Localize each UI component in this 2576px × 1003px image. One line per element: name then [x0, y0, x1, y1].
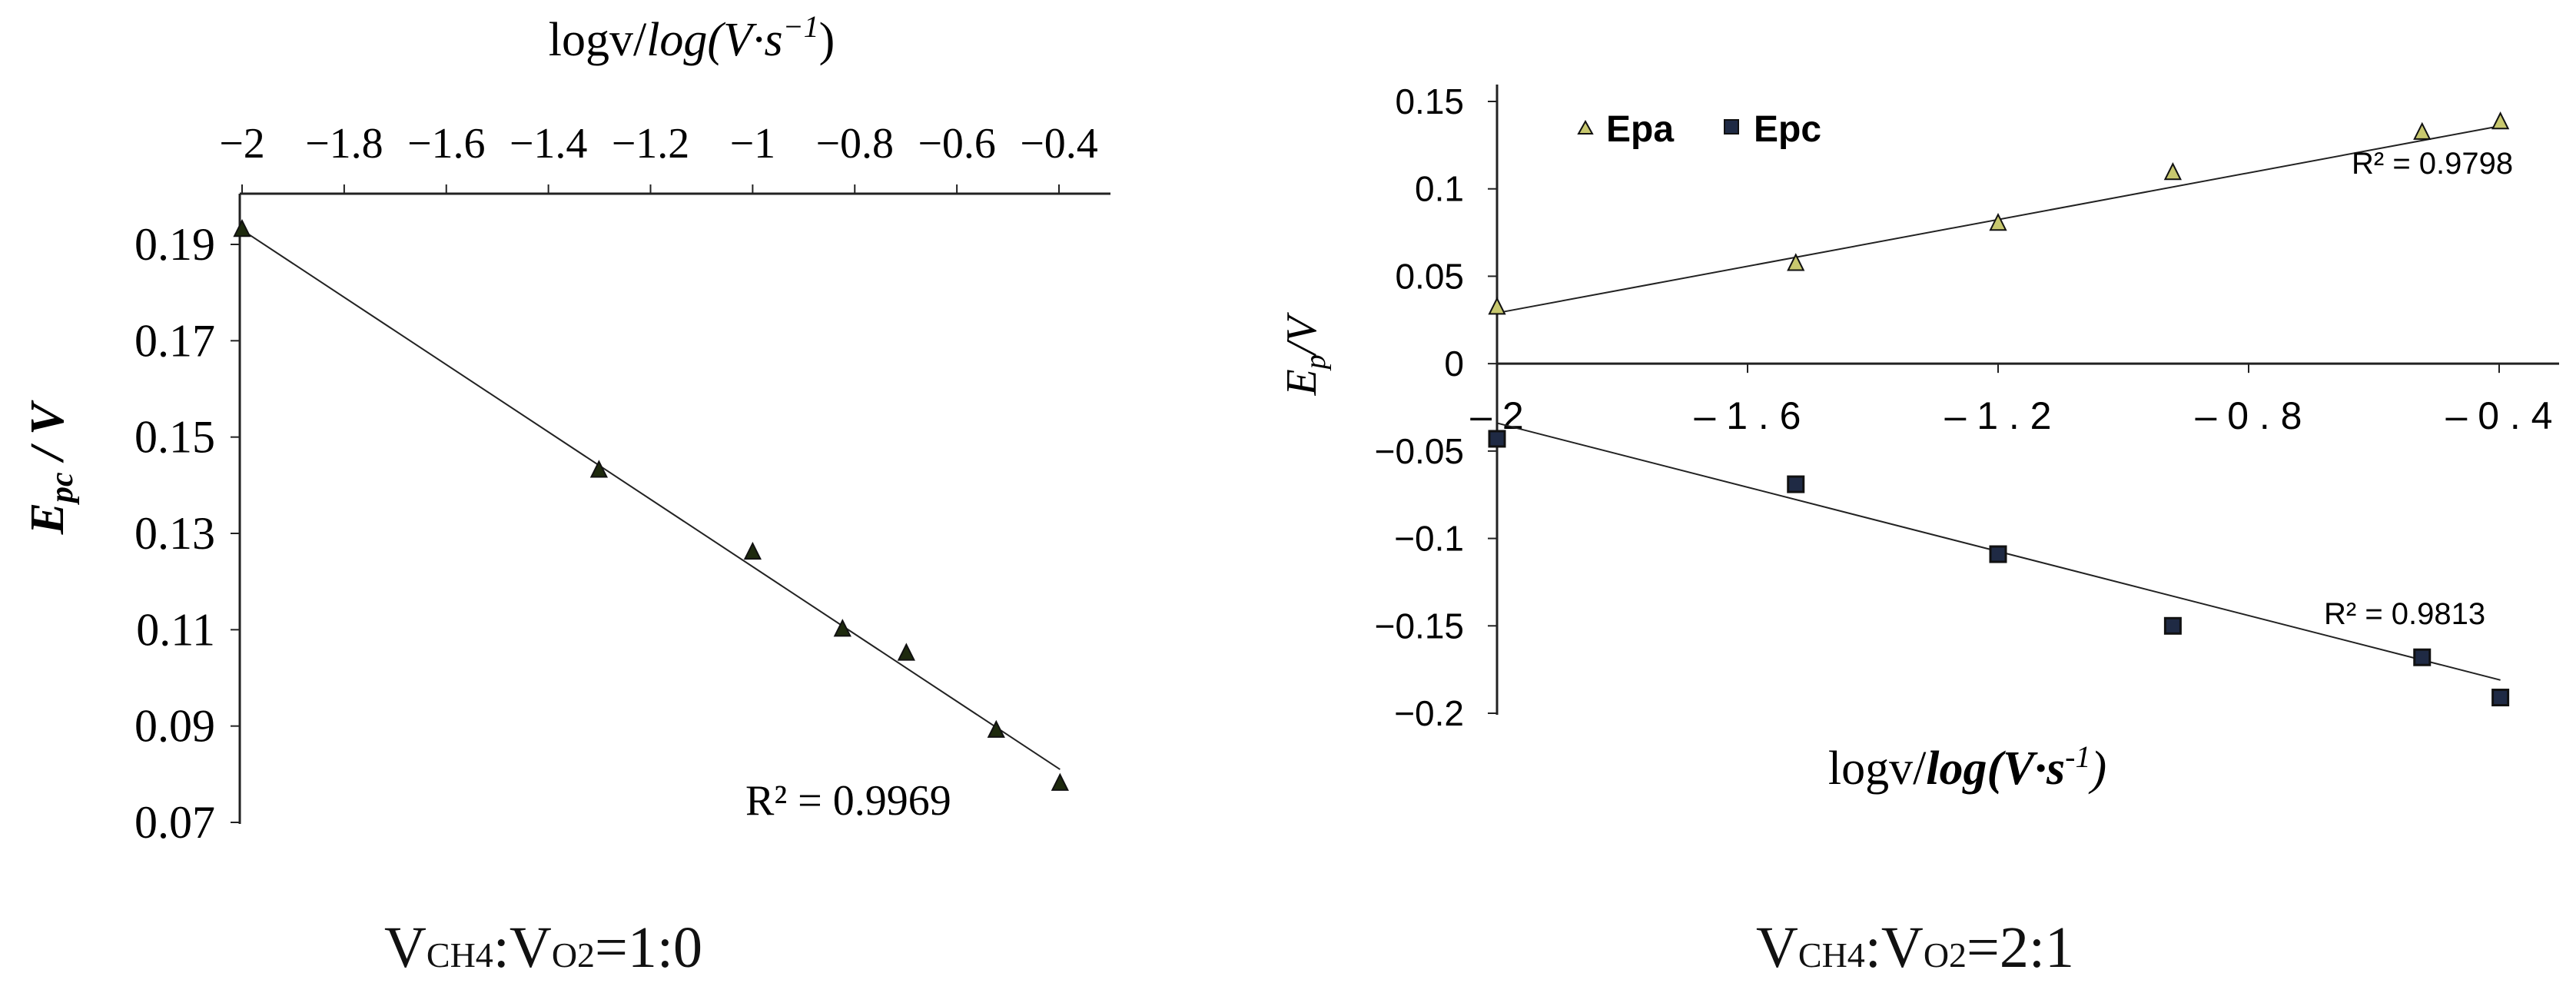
right-epc-point — [2163, 616, 2182, 635]
left-caption-v2: V — [509, 915, 552, 980]
right-x-axis-title: logv/log(V·s-1) — [1828, 739, 2106, 795]
left-y-axis-title-main: E — [22, 503, 74, 535]
left-epc-point — [833, 619, 851, 637]
right-x-tick-label: – 0 . 4 — [2446, 394, 2553, 437]
left-epc-point — [1051, 772, 1069, 791]
right-epa-point — [1989, 212, 2007, 231]
left-y-ticks: 0.19 0.17 0.15 0.13 0.11 0.09 0.07 — [134, 219, 240, 848]
left-r2-label: R² = 0.9969 — [745, 777, 951, 825]
left-x-axis-title-exp: −1 — [783, 9, 819, 44]
left-epc-point — [743, 541, 762, 560]
left-x-axis-title-main: logv/ — [549, 14, 647, 66]
right-epc-point — [1989, 545, 2007, 563]
left-x-tick-label: −0.4 — [1020, 120, 1098, 168]
right-epa-r2-label: R² = 0.9798 — [2352, 147, 2513, 181]
left-series-epc — [233, 218, 1069, 791]
left-x-tick-label: −1 — [730, 120, 776, 168]
left-x-tick-label: −0.8 — [815, 120, 894, 168]
right-epc-point — [1787, 475, 1805, 493]
left-y-tick-label: 0.13 — [134, 508, 215, 559]
right-x-axis-title-main: logv/ — [1828, 742, 1927, 795]
legend-epa-marker — [1577, 119, 1594, 135]
right-epa-point — [2163, 162, 2183, 181]
right-epa-point — [1488, 297, 1506, 315]
right-chart: – 2– 1 . 6– 1 . 2– 0 . 8– 0 . 4 0.150.10… — [1278, 81, 2559, 795]
legend-epc-label: Epc — [1754, 109, 1821, 150]
left-x-tick-label: −1.8 — [305, 120, 383, 168]
right-y-axis-title-sub: p — [1300, 354, 1332, 371]
left-caption-o2: O2 — [551, 935, 596, 975]
right-y-axis-title: Ep/V — [1278, 312, 1332, 397]
right-x-axis-title-close: ) — [2088, 742, 2106, 795]
left-y-tick-label: 0.07 — [134, 797, 215, 848]
right-y-tick-label: −0.1 — [1394, 519, 1464, 559]
right-x-axis-title-exp: -1 — [2065, 739, 2090, 774]
right-x-tick-label: – 1 . 2 — [1945, 394, 2052, 437]
right-legend: Epa Epc — [1577, 109, 1821, 150]
right-caption-ch4: CH4 — [1798, 935, 1865, 975]
right-epa-point — [1787, 253, 1805, 271]
right-caption-o2: O2 — [1923, 935, 1967, 975]
right-y-axis-title-tail: /V — [1278, 312, 1326, 357]
left-x-axis-title-close: ) — [819, 14, 835, 66]
right-y-axis-title-main: E — [1278, 369, 1326, 396]
left-x-tick-label: −1.6 — [407, 120, 486, 168]
right-x-tick-label: – 0 . 8 — [2196, 394, 2302, 437]
right-epc-point — [2491, 689, 2510, 707]
left-trendline-epc — [241, 229, 1061, 770]
right-y-tick-label: −0.05 — [1375, 431, 1464, 471]
right-series-epc — [1488, 430, 2510, 707]
left-y-tick-label: 0.17 — [134, 315, 215, 366]
left-epc-point — [589, 460, 609, 478]
right-y-tick-label: 0.05 — [1395, 256, 1464, 296]
left-epc-point — [233, 218, 251, 237]
left-x-tick-label: −2 — [219, 120, 265, 168]
left-x-tick-label: −1.4 — [510, 120, 588, 168]
left-x-tick-label: −0.6 — [918, 120, 996, 168]
left-epc-point — [897, 643, 915, 661]
left-chart: logv/log(V·s−1) −2 −1.8 −1.6 −1.4 −1.2 −1 −0.8… — [22, 9, 1110, 848]
right-caption: VCH4:VO2=2:1 — [1756, 915, 2074, 981]
right-y-ticks: 0.15 0.1 0.05 0 −0.05 −0.1 −0.15 −0.2 — [1375, 81, 1497, 733]
right-epc-r2-label: R² = 0.9813 — [2324, 597, 2485, 631]
left-x-ticks: −2 −1.8 −1.6 −1.4 −1.2 −1 −0.8 −0.6 −0.4 — [219, 120, 1098, 194]
right-y-tick-label: 0 — [1444, 344, 1464, 384]
right-x-ticks: – 2– 1 . 6– 1 . 2– 0 . 8– 0 . 4 — [1470, 364, 2553, 437]
right-caption-v1: V — [1756, 915, 1798, 980]
left-y-tick-label: 0.11 — [136, 604, 215, 655]
left-caption-ch4: CH4 — [426, 935, 493, 975]
left-caption-ratio: =1:0 — [595, 915, 703, 980]
legend-epa-label: Epa — [1606, 109, 1674, 150]
right-caption-ratio: =2:1 — [1967, 915, 2075, 980]
left-y-axis-title-tail: / V — [22, 400, 74, 472]
right-y-tick-label: 0.15 — [1395, 81, 1464, 121]
left-y-axis-title: Epc / V — [22, 400, 80, 535]
left-y-tick-label: 0.19 — [134, 219, 215, 270]
left-x-tick-label: −1.2 — [612, 120, 690, 168]
left-y-tick-label: 0.09 — [134, 701, 215, 752]
left-x-axis-title: logv/log(V·s−1) — [549, 9, 835, 66]
right-x-axis-title-unit: log(V·s — [1926, 742, 2065, 795]
left-caption: VCH4:VO2=1:0 — [384, 915, 702, 981]
right-caption-v2: V — [1881, 915, 1924, 980]
right-y-tick-label: −0.2 — [1394, 693, 1464, 733]
right-series-epa — [1488, 111, 2510, 315]
right-x-tick-label: – 1 . 6 — [1695, 394, 1801, 437]
right-y-tick-label: 0.1 — [1415, 169, 1464, 209]
left-caption-colon: : — [493, 915, 510, 980]
left-y-axis-title-sub: pc — [45, 472, 80, 505]
right-epa-point — [2413, 121, 2432, 140]
right-caption-colon: : — [1864, 915, 1881, 980]
legend-epc-marker — [1724, 119, 1739, 135]
left-epc-point — [987, 719, 1005, 738]
right-epa-point — [2491, 111, 2510, 130]
right-epc-point — [2413, 648, 2432, 666]
left-x-axis-title-unit: log(V·s — [646, 14, 782, 66]
left-caption-v1: V — [384, 915, 427, 980]
left-y-tick-label: 0.15 — [134, 412, 215, 463]
right-epc-point — [1488, 430, 1506, 448]
right-y-tick-label: −0.15 — [1375, 606, 1464, 646]
